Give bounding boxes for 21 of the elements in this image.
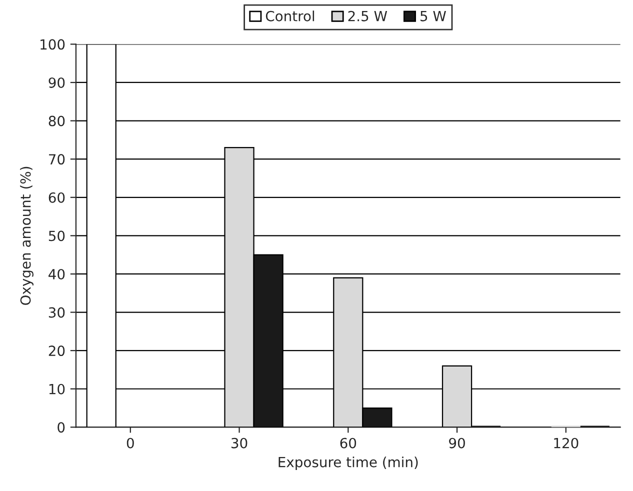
y-tick-label: 70 xyxy=(49,154,65,165)
legend-label: 5 W xyxy=(420,11,446,22)
y-tick-label: 60 xyxy=(48,192,65,203)
x-tick-label: 60 xyxy=(340,438,356,448)
x-tick-label: 30 xyxy=(231,438,248,448)
y-axis-title: Oxygen amount (%) xyxy=(20,166,34,305)
y-tick-label: 30 xyxy=(48,307,65,318)
y-tick-label: 40 xyxy=(48,268,65,280)
y-tick-label: 80 xyxy=(48,116,65,126)
x-tick-label: 90 xyxy=(449,438,465,448)
y-tick-label: 100 xyxy=(40,39,65,50)
y-tick-label: 0 xyxy=(58,422,65,433)
legend-label: 2.5 W xyxy=(348,10,388,22)
x-tick-label: 0 xyxy=(126,438,134,448)
y-tick-label: 90 xyxy=(48,77,65,88)
legend-label: Control xyxy=(266,10,314,22)
y-tick-label: 20 xyxy=(48,346,65,356)
y-tick-label: 50 xyxy=(48,230,65,242)
x-axis-title: Exposure time (min) xyxy=(278,456,418,470)
x-tick-label: 120 xyxy=(554,438,578,448)
y-tick-label: 10 xyxy=(49,384,65,394)
